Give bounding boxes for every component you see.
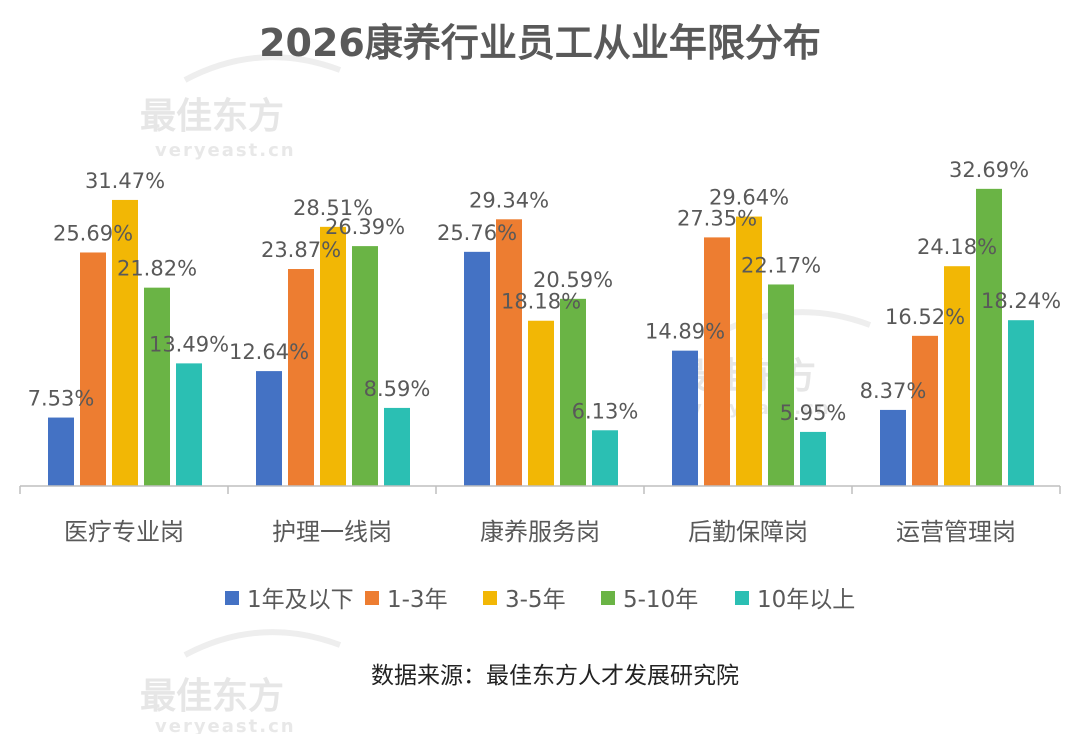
legend-label: 3-5年 bbox=[505, 587, 566, 613]
legend-swatch bbox=[735, 591, 749, 605]
bar bbox=[672, 350, 698, 486]
category-label: 护理一线岗 bbox=[272, 518, 392, 546]
source-note: 数据来源：最佳东方人才发展研究院 bbox=[371, 663, 739, 689]
bar bbox=[176, 363, 202, 486]
chart-title: 2026康养行业员工从业年限分布 bbox=[259, 21, 821, 65]
legend-swatch bbox=[365, 591, 379, 605]
data-label: 31.47% bbox=[85, 169, 165, 193]
data-label: 24.18% bbox=[917, 235, 997, 259]
data-label: 25.69% bbox=[53, 221, 133, 245]
category-label: 运营管理岗 bbox=[896, 518, 1016, 546]
bar bbox=[800, 431, 826, 486]
bar bbox=[1008, 320, 1034, 486]
bar bbox=[320, 226, 346, 486]
bar bbox=[704, 237, 730, 486]
category-labels: 医疗专业岗 护理一线岗 康养服务岗 后勤保障岗 运营管理岗 bbox=[64, 518, 1016, 546]
data-label: 8.37% bbox=[860, 379, 927, 403]
data-label: 8.59% bbox=[364, 377, 431, 401]
legend-swatch bbox=[483, 591, 497, 605]
bar bbox=[80, 252, 106, 486]
bar bbox=[384, 407, 410, 486]
bar bbox=[288, 269, 314, 486]
data-label: 16.52% bbox=[885, 305, 965, 329]
data-label: 21.82% bbox=[117, 257, 197, 281]
data-label: 18.18% bbox=[501, 290, 581, 314]
x-axis-ticks bbox=[19, 486, 1061, 494]
bar bbox=[944, 266, 970, 486]
watermark-en-3: veryeast.cn bbox=[155, 716, 296, 734]
data-label: 12.64% bbox=[229, 340, 309, 364]
bar bbox=[112, 199, 138, 487]
data-label: 20.59% bbox=[533, 268, 613, 292]
bar bbox=[880, 409, 906, 486]
bar bbox=[528, 320, 554, 486]
watermark-cn-3: 最佳东方 bbox=[140, 676, 284, 717]
data-labels-group: 7.53% 25.69% 31.47% 21.82% 13.49% 12.64% 23.87… bbox=[28, 158, 1061, 425]
data-label: 18.24% bbox=[981, 289, 1061, 313]
bar bbox=[768, 284, 794, 486]
legend: 1年及以下 1-3年 3-5年 5-10年 10年以上 bbox=[225, 587, 855, 613]
watermark-bottom-left: 最佳东方 veryeast.cn bbox=[140, 629, 342, 734]
legend-label: 5-10年 bbox=[623, 587, 698, 613]
legend-label: 1-3年 bbox=[387, 587, 448, 613]
bar bbox=[976, 188, 1002, 486]
legend-swatch bbox=[601, 591, 615, 605]
bar bbox=[736, 216, 762, 487]
data-label: 25.76% bbox=[437, 221, 517, 245]
watermark-swoosh bbox=[183, 54, 342, 83]
bar bbox=[912, 335, 938, 486]
bar bbox=[48, 417, 74, 486]
bar bbox=[144, 287, 170, 486]
category-label: 康养服务岗 bbox=[480, 518, 600, 546]
watermark-cn-1: 最佳东方 bbox=[140, 96, 284, 137]
data-label: 29.34% bbox=[469, 188, 549, 212]
data-label: 28.51% bbox=[293, 196, 373, 220]
data-label: 23.87% bbox=[261, 238, 341, 262]
data-label: 27.35% bbox=[677, 206, 757, 230]
data-label: 14.89% bbox=[645, 320, 725, 344]
data-label: 6.13% bbox=[572, 399, 639, 423]
data-label: 13.49% bbox=[149, 332, 229, 356]
watermark-swoosh bbox=[183, 629, 342, 658]
legend-swatch bbox=[225, 591, 239, 605]
watermark-en-1: veryeast.cn bbox=[155, 140, 296, 161]
category-label: 后勤保障岗 bbox=[688, 518, 808, 546]
data-label: 5.95% bbox=[780, 401, 847, 425]
category-label: 医疗专业岗 bbox=[64, 518, 184, 546]
data-label: 7.53% bbox=[28, 387, 95, 411]
bar bbox=[592, 430, 618, 486]
legend-label: 1年及以下 bbox=[247, 587, 354, 613]
bar bbox=[496, 219, 522, 487]
bar bbox=[256, 371, 282, 486]
bars-group bbox=[48, 188, 1034, 487]
data-label: 22.17% bbox=[741, 253, 821, 277]
watermark-top-left: 最佳东方 veryeast.cn bbox=[140, 54, 342, 161]
data-label: 29.64% bbox=[709, 186, 789, 210]
bar bbox=[560, 298, 586, 486]
data-label: 32.69% bbox=[949, 158, 1029, 182]
data-label: 26.39% bbox=[325, 215, 405, 239]
bar bbox=[352, 246, 378, 486]
legend-label: 10年以上 bbox=[757, 587, 855, 613]
bar bbox=[464, 251, 490, 486]
